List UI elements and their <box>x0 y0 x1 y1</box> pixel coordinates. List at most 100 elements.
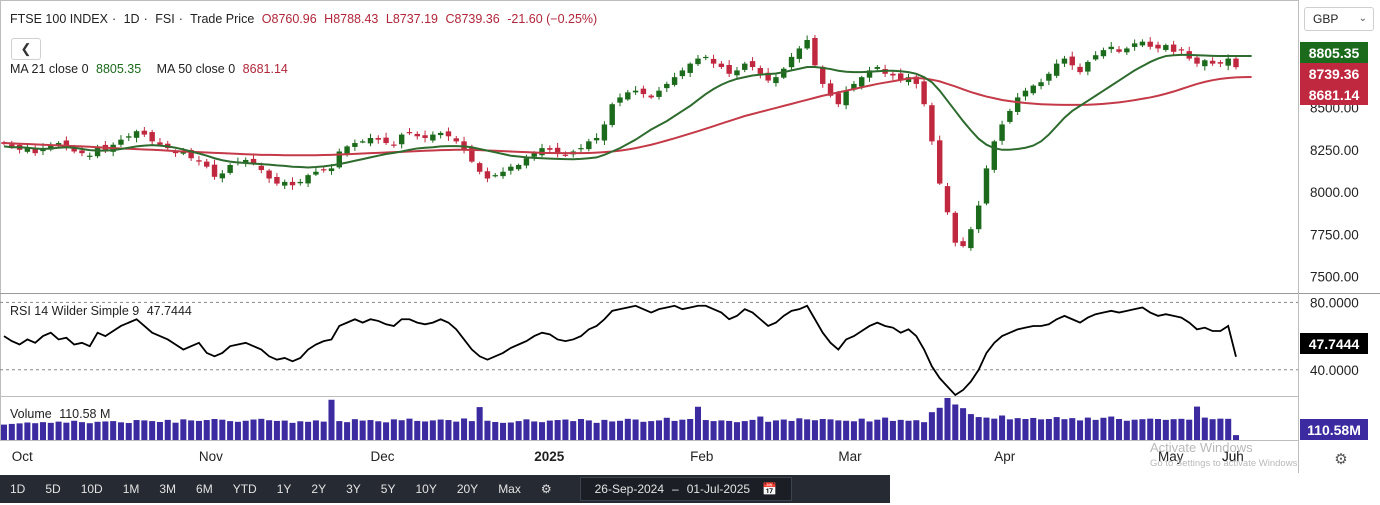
volume-bar <box>500 422 507 440</box>
x-tick-label: Jul <box>1222 449 1239 464</box>
x-tick-label: Mar <box>838 449 862 464</box>
x-tick-label: May <box>1158 449 1184 464</box>
candle-body <box>812 37 818 66</box>
volume-bar <box>102 421 109 440</box>
volume-bar <box>1186 419 1193 440</box>
close-value: C8739.36 <box>445 12 500 26</box>
volume-bar <box>1045 419 1052 440</box>
chart-settings-button[interactable]: ⚙ <box>1330 448 1352 470</box>
ma-legend: MA 21 close 0 8805.35 MA 50 close 0 8681… <box>10 62 292 76</box>
high-value: H8788.43 <box>324 12 379 26</box>
candle-body <box>562 154 569 156</box>
candle-body <box>991 141 997 170</box>
candle-body <box>921 81 927 105</box>
candle-body <box>1209 60 1216 64</box>
ma50-value: 8681.14 <box>242 62 288 76</box>
volume-bar <box>1069 418 1076 440</box>
start-date: 26-Sep-2024 <box>594 482 665 496</box>
period-button-3y[interactable]: 3Y <box>346 482 361 496</box>
volume-bar <box>211 419 218 440</box>
candle-body <box>336 151 343 168</box>
volume-bar <box>492 421 499 440</box>
x-tick-label: 2025 <box>534 449 565 464</box>
rsi-badge: 47.7444 <box>1300 333 1368 354</box>
volume-bar <box>1108 416 1115 440</box>
candle-body <box>1163 45 1169 50</box>
period-button-3m[interactable]: 3M <box>159 482 177 496</box>
volume-bar <box>539 422 546 440</box>
candle-body <box>437 132 444 136</box>
candle-body <box>664 83 670 89</box>
period-button-max[interactable]: Max <box>498 482 521 496</box>
volume-bar <box>905 420 912 440</box>
volume-bar <box>601 419 608 440</box>
candle-body <box>1038 82 1044 87</box>
volume-bar <box>476 407 483 440</box>
collapse-legend-button[interactable]: ❮ <box>11 38 41 60</box>
period-button-5y[interactable]: 5Y <box>380 482 396 496</box>
period-button-1d[interactable]: 1D <box>10 482 26 496</box>
volume-bar <box>1178 418 1185 440</box>
volume-bar <box>78 422 85 440</box>
period-button-1y[interactable]: 1Y <box>276 482 292 496</box>
volume-bar <box>827 419 834 440</box>
currency-select[interactable]: GBP ⌄ <box>1304 7 1374 31</box>
candle-body <box>1233 58 1239 68</box>
candle-body <box>890 73 896 76</box>
price-tick-label: 7500.00 <box>1310 269 1359 284</box>
candle-body <box>126 136 132 138</box>
interval: 1D <box>123 12 140 26</box>
period-button-10y[interactable]: 10Y <box>415 482 437 496</box>
volume-bar <box>1116 419 1123 440</box>
period-button-20y[interactable]: 20Y <box>456 482 479 496</box>
candle-body <box>531 153 537 157</box>
candle-body <box>445 131 452 137</box>
volume-bar <box>874 419 881 440</box>
volume-bar <box>515 421 522 440</box>
volume-bar <box>687 419 694 440</box>
candle-body <box>476 163 483 172</box>
candle-body <box>1053 63 1060 76</box>
rsi-value: 47.7444 <box>146 304 192 318</box>
volume-bar <box>429 420 436 440</box>
candle-body <box>874 67 881 69</box>
period-button-ytd[interactable]: YTD <box>232 482 257 496</box>
volume-bar <box>718 420 725 440</box>
volume-bar <box>765 421 772 440</box>
candle-body <box>32 148 38 154</box>
candle-body <box>313 171 319 175</box>
volume-bar <box>1092 419 1099 440</box>
candle-body <box>118 139 124 145</box>
volume-bar <box>258 418 265 440</box>
candle-body <box>781 68 787 78</box>
candle-body <box>804 40 810 49</box>
period-button-10d[interactable]: 10D <box>80 482 103 496</box>
price-pane <box>1 34 1252 251</box>
volume-bar <box>507 422 514 440</box>
volume-bar <box>234 421 241 440</box>
volume-bar <box>359 420 366 440</box>
period-button-1m[interactable]: 1M <box>122 482 140 496</box>
volume-bar <box>1155 419 1162 440</box>
candle-body <box>492 175 498 177</box>
period-settings-button[interactable]: ⚙ <box>531 475 562 503</box>
candle-body <box>204 161 210 167</box>
chart-area[interactable]: 8500.008250.008000.007750.007500.0080.00… <box>0 0 1380 473</box>
change-value: -21.60 (−0.25%) <box>507 12 598 26</box>
volume-bar <box>960 408 967 440</box>
date-range-picker[interactable]: 26-Sep-2024 – 01-Jul-2025 📅 <box>579 477 793 501</box>
candle-body <box>453 138 459 142</box>
x-tick-label: Oct <box>12 449 33 464</box>
volume-bar <box>780 419 787 440</box>
period-button-5d[interactable]: 5D <box>45 482 61 496</box>
volume-bar <box>336 421 343 440</box>
candle-body <box>391 144 397 146</box>
candle-body <box>406 132 413 134</box>
candle-body <box>1139 41 1146 46</box>
volume-bar <box>1030 417 1037 440</box>
volume-bar <box>928 412 935 440</box>
candle-body <box>305 175 311 184</box>
volume-bar <box>804 419 811 440</box>
period-button-2y[interactable]: 2Y <box>311 482 327 496</box>
period-button-6m[interactable]: 6M <box>196 482 213 496</box>
